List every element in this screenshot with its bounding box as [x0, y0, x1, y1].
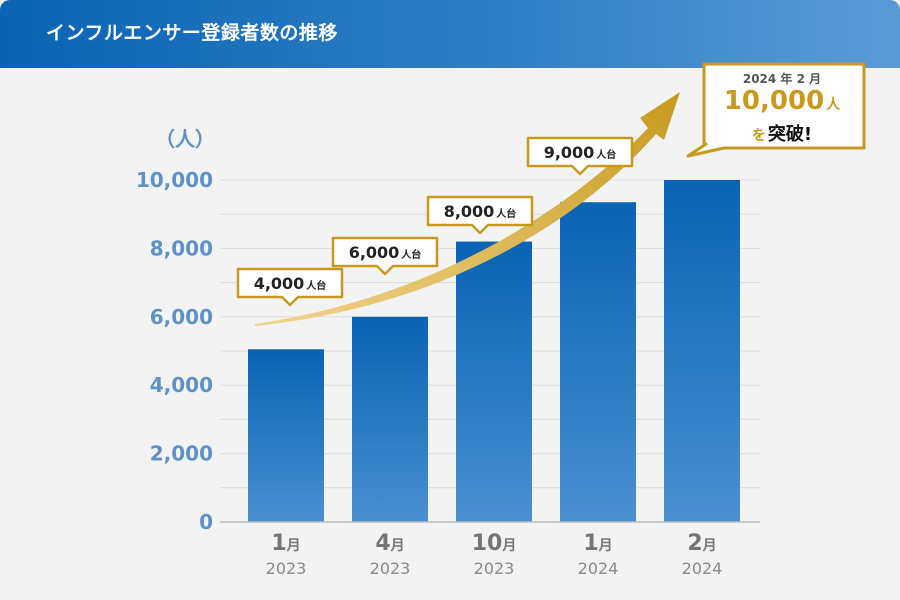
value-bubble-suffix: 人台: [306, 279, 326, 292]
x-tick-year: 2023: [370, 559, 411, 578]
y-tick-label: 4,000: [150, 373, 213, 397]
x-tick-month-suffix: 月: [598, 538, 613, 554]
value-bubble-suffix: 人台: [496, 207, 516, 220]
bar: [664, 180, 740, 522]
value-bubble-number: 9,000: [544, 143, 595, 162]
x-tick-month: 4: [375, 531, 390, 556]
milestone-callout: 2024 年 2 月 10,000 人 を突破!: [686, 60, 872, 158]
x-tick-month-suffix: 月: [390, 538, 405, 554]
x-tick-month-suffix: 月: [501, 538, 516, 554]
x-tick-month-suffix: 月: [286, 538, 301, 554]
callout-text: 突破!: [767, 124, 813, 145]
y-tick-label: 8,000: [150, 236, 213, 260]
y-tick-label: 6,000: [150, 305, 213, 329]
value-bubble-suffix: 人台: [401, 248, 421, 261]
x-tick-label: 1月: [583, 531, 612, 556]
bar: [352, 316, 428, 522]
x-tick-month: 1: [583, 531, 598, 556]
y-tick-label: 2,000: [150, 442, 213, 466]
value-bubble-label: 8,000 人台: [444, 202, 517, 221]
value-bubble-number: 6,000: [349, 243, 400, 262]
callout-pre: を: [751, 128, 766, 144]
value-bubble-label: 6,000 人台: [349, 243, 422, 262]
y-tick-label: 0: [199, 510, 213, 534]
x-tick-month: 2: [687, 531, 702, 556]
value-bubble: 4,000 人台: [236, 267, 344, 307]
header-bar: インフルエンサー登録者数の推移: [0, 0, 900, 68]
bar: [456, 241, 532, 522]
x-tick-label: 10月: [472, 531, 517, 556]
x-tick-year: 2023: [266, 559, 307, 578]
x-tick-month: 1: [271, 531, 286, 556]
value-bubble-suffix: 人台: [596, 148, 616, 161]
value-bubble: 8,000 人台: [426, 195, 534, 235]
x-tick-label: 4月: [375, 531, 404, 556]
x-tick-year: 2024: [578, 559, 619, 578]
value-bubble: 9,000 人台: [526, 136, 634, 176]
callout-value-line: 10,000 人: [700, 86, 864, 116]
value-bubble-shape: [236, 267, 344, 307]
bar: [248, 349, 324, 522]
x-tick-month-suffix: 月: [702, 538, 717, 554]
y-tick-label: 10,000: [136, 168, 213, 192]
x-tick-year: 2023: [474, 559, 515, 578]
x-tick-label: 1月: [271, 531, 300, 556]
value-bubble-number: 4,000: [254, 274, 305, 293]
callout-value: 10,000: [723, 86, 825, 116]
chart-title: インフルエンサー登録者数の推移: [46, 22, 338, 44]
x-tick-month: 10: [472, 531, 503, 556]
value-bubble-shape: [526, 136, 634, 176]
value-bubble-label: 4,000 人台: [254, 274, 327, 293]
x-tick-label: 2月: [687, 531, 716, 556]
value-bubble-shape: [426, 195, 534, 235]
callout-shape: [686, 62, 866, 158]
y-unit-label: （人）: [155, 127, 215, 151]
value-bubble-shape: [331, 236, 439, 276]
callout-date: 2024 年 2 月: [742, 72, 822, 86]
bar: [560, 202, 636, 523]
value-bubble-number: 8,000: [444, 202, 495, 221]
x-tick-year: 2024: [682, 559, 723, 578]
callout-text-line: を突破!: [700, 120, 864, 146]
value-bubble-label: 9,000 人台: [544, 143, 617, 162]
value-bubble: 6,000 人台: [331, 236, 439, 276]
callout-unit: 人: [826, 97, 841, 113]
